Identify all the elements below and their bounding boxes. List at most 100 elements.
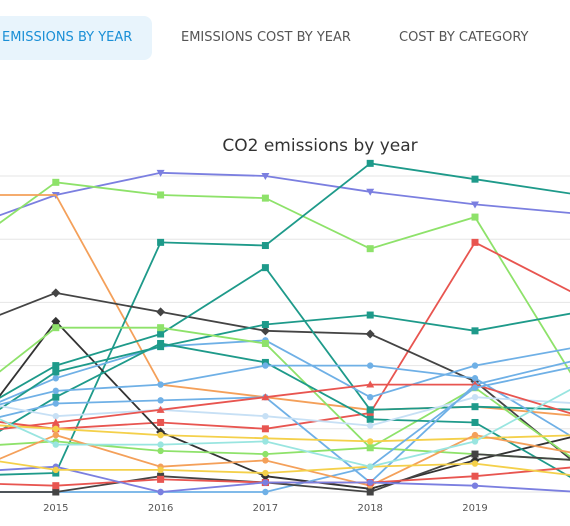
data-point-marker[interactable]	[367, 422, 374, 429]
data-point-marker[interactable]	[471, 238, 479, 246]
data-point-marker[interactable]	[157, 475, 165, 483]
data-point-marker[interactable]	[52, 431, 59, 439]
data-point-marker[interactable]	[157, 488, 164, 496]
data-point-marker[interactable]	[367, 444, 374, 451]
data-point-marker[interactable]	[157, 191, 165, 199]
tab-emissions-cost-by-year[interactable]: EMISSIONS COST BY YEAR	[181, 30, 351, 45]
data-point-marker[interactable]	[52, 482, 60, 490]
data-point-marker[interactable]	[157, 418, 165, 426]
data-point-marker[interactable]	[262, 457, 269, 464]
data-point-marker[interactable]	[262, 412, 269, 420]
data-point-marker[interactable]	[157, 397, 164, 404]
data-point-marker[interactable]	[157, 447, 164, 455]
data-point-marker[interactable]	[156, 307, 166, 317]
data-point-marker[interactable]	[156, 169, 165, 177]
data-point-marker[interactable]	[471, 175, 479, 183]
data-point-marker[interactable]	[261, 242, 269, 250]
series-line[interactable]	[0, 291, 570, 467]
series-22	[0, 466, 570, 490]
data-point-marker[interactable]	[471, 450, 479, 458]
data-point-marker[interactable]	[471, 431, 479, 439]
data-point-marker[interactable]	[157, 339, 165, 347]
data-point-marker[interactable]	[52, 412, 59, 420]
data-point-marker[interactable]	[471, 327, 479, 335]
data-point-marker[interactable]	[365, 329, 375, 339]
series-line[interactable]	[0, 171, 570, 233]
data-point-marker[interactable]	[471, 460, 479, 467]
data-point-marker[interactable]	[367, 394, 374, 401]
data-point-marker[interactable]	[366, 188, 375, 196]
data-point-marker[interactable]	[471, 375, 479, 382]
data-point-marker[interactable]	[52, 488, 60, 496]
data-point-marker[interactable]	[471, 418, 479, 426]
tab-cost-by-category[interactable]: COST BY CATEGORY	[399, 30, 529, 45]
data-point-marker[interactable]	[156, 405, 165, 413]
tab-emissions-by-year[interactable]: EMISSIONS BY YEAR	[0, 16, 153, 60]
data-point-marker[interactable]	[261, 393, 270, 401]
data-point-marker[interactable]	[262, 469, 269, 477]
data-point-marker[interactable]	[471, 201, 479, 209]
data-point-marker[interactable]	[366, 311, 374, 319]
data-point-marker[interactable]	[471, 472, 479, 480]
data-point-marker[interactable]	[51, 418, 60, 426]
data-point-marker[interactable]	[52, 324, 60, 332]
data-point-marker[interactable]	[157, 381, 164, 388]
data-point-marker[interactable]	[52, 178, 60, 186]
data-point-marker[interactable]	[262, 450, 269, 458]
data-point-marker[interactable]	[261, 339, 269, 347]
data-point-marker[interactable]	[367, 479, 374, 486]
data-point-marker[interactable]	[52, 425, 59, 432]
data-point-marker[interactable]	[366, 380, 375, 388]
data-point-marker[interactable]	[262, 438, 269, 445]
data-point-marker[interactable]	[262, 362, 269, 369]
series-line[interactable]	[0, 320, 570, 490]
data-point-marker[interactable]	[366, 406, 374, 414]
data-point-marker[interactable]	[471, 482, 479, 489]
series-line[interactable]	[0, 241, 570, 430]
data-point-marker[interactable]	[262, 488, 269, 496]
data-point-marker[interactable]	[261, 194, 269, 202]
series-line[interactable]	[0, 396, 570, 427]
data-point-marker[interactable]	[471, 438, 479, 445]
data-point-marker[interactable]	[261, 321, 269, 329]
data-point-marker[interactable]	[157, 238, 165, 246]
data-point-marker[interactable]	[157, 466, 164, 474]
data-point-marker[interactable]	[51, 288, 61, 298]
data-point-marker[interactable]	[51, 316, 61, 326]
data-point-marker[interactable]	[52, 375, 59, 382]
data-point-marker[interactable]	[261, 425, 269, 433]
data-point-marker[interactable]	[261, 264, 269, 272]
x-tick-label: 2018	[357, 503, 382, 514]
data-point-marker[interactable]	[366, 245, 374, 253]
data-point-marker[interactable]	[260, 326, 270, 336]
data-point-marker[interactable]	[157, 441, 164, 448]
data-point-marker[interactable]	[471, 403, 479, 411]
data-point-marker[interactable]	[157, 324, 165, 332]
data-point-marker[interactable]	[52, 393, 60, 401]
data-point-marker[interactable]	[52, 466, 59, 474]
data-point-marker[interactable]	[262, 479, 269, 486]
data-point-marker[interactable]	[366, 488, 374, 496]
data-point-marker[interactable]	[471, 384, 479, 391]
data-point-marker[interactable]	[52, 368, 60, 376]
data-point-marker[interactable]	[157, 330, 165, 338]
data-point-marker[interactable]	[367, 463, 374, 470]
data-point-marker[interactable]	[52, 362, 60, 370]
data-point-marker[interactable]	[366, 159, 374, 167]
series-13	[0, 362, 570, 437]
data-point-marker[interactable]	[366, 415, 374, 423]
data-point-marker[interactable]	[261, 173, 270, 180]
data-point-marker[interactable]	[157, 431, 164, 439]
series-2	[0, 178, 570, 374]
data-point-marker[interactable]	[367, 438, 374, 445]
data-point-marker[interactable]	[367, 362, 374, 369]
tab-bar: EMISSIONS BY YEAR EMISSIONS COST BY YEAR…	[0, 16, 570, 62]
data-point-marker[interactable]	[471, 362, 479, 369]
data-point-marker[interactable]	[52, 387, 59, 395]
data-point-marker[interactable]	[52, 400, 59, 407]
x-axis-ticks: 201520162017201820192	[43, 503, 488, 514]
data-point-marker[interactable]	[471, 394, 479, 401]
data-point-marker[interactable]	[471, 213, 479, 221]
data-point-marker[interactable]	[52, 441, 59, 448]
